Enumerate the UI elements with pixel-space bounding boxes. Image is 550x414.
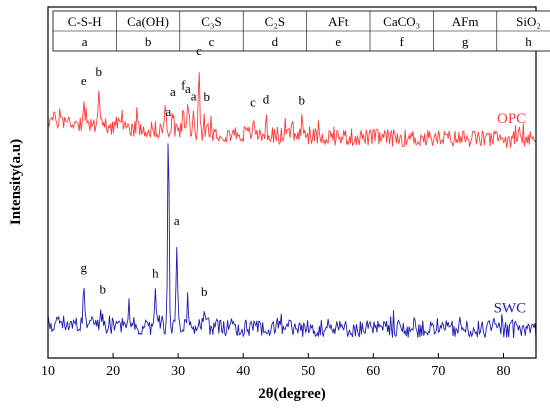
- peak-label: a: [191, 89, 197, 104]
- x-tick-label: 70: [431, 364, 445, 379]
- x-axis-ticks: 10 20 30 40 50 60 70 80: [41, 353, 511, 379]
- peak-label: e: [81, 73, 87, 88]
- series-layer: [47, 72, 537, 339]
- peak-label: a: [166, 104, 172, 119]
- x-tick-label: 80: [497, 364, 511, 379]
- peak-label: a: [185, 81, 191, 96]
- x-tick-label: 20: [106, 364, 120, 379]
- peak-label: h: [152, 265, 159, 280]
- peak-label: c: [196, 43, 202, 58]
- series-label-swc: SWC: [494, 300, 527, 316]
- legend-phase-letter: d: [272, 34, 279, 49]
- legend-phase-name: Ca(OH): [127, 14, 169, 29]
- y-axis-title: Intensity(a.u): [8, 139, 24, 225]
- peak-label: b: [299, 93, 306, 108]
- x-tick-label: 40: [236, 364, 250, 379]
- x-tick-label: 60: [366, 364, 380, 379]
- legend-phase-name: CaCO₃: [383, 14, 420, 29]
- legend-phase-name: C₃S: [201, 14, 221, 29]
- legend-phase-letter: f: [400, 34, 405, 49]
- peak-label: g: [81, 260, 88, 275]
- legend-phase-letter: a: [82, 34, 88, 49]
- legend-phase-letter: e: [335, 34, 341, 49]
- x-tick-label: 30: [171, 364, 185, 379]
- peak-label: a: [170, 84, 176, 99]
- legend-phase-letter: h: [525, 34, 532, 49]
- series-line-opc: [47, 72, 537, 148]
- peak-label: f: [181, 77, 186, 92]
- series-label-layer: OPC SWC: [494, 111, 527, 317]
- series-line-swc: [47, 143, 537, 339]
- legend-phase-name: AFm: [452, 14, 479, 29]
- phase-legend-table: C-S-H a Ca(OH) b C₃S c C₂S d AFt e CaCO₃ f AFm g SiO₂ h: [52, 10, 550, 52]
- plot-frame: [47, 6, 537, 359]
- peak-label: a: [174, 213, 180, 228]
- peak-label: d: [263, 92, 270, 107]
- peak-label: c: [250, 95, 256, 110]
- x-axis-title: 2θ(degree): [258, 386, 326, 402]
- series-label-opc: OPC: [497, 111, 526, 127]
- legend-phase-letter: c: [209, 34, 215, 49]
- legend-phase-name: C₂S: [265, 14, 285, 29]
- peak-label: b: [96, 64, 103, 79]
- peak-label: b: [99, 282, 106, 297]
- peak-label: b: [201, 284, 208, 299]
- x-tick-label: 50: [301, 364, 315, 379]
- legend-phase-name: AFt: [328, 14, 349, 29]
- legend-phase-letter: g: [462, 34, 469, 49]
- x-tick-label: 10: [41, 364, 55, 379]
- legend-phase-letter: b: [145, 34, 152, 49]
- legend-phase-name: SiO₂: [516, 14, 541, 29]
- peak-label: b: [204, 89, 211, 104]
- legend-phase-name: C-S-H: [68, 14, 102, 29]
